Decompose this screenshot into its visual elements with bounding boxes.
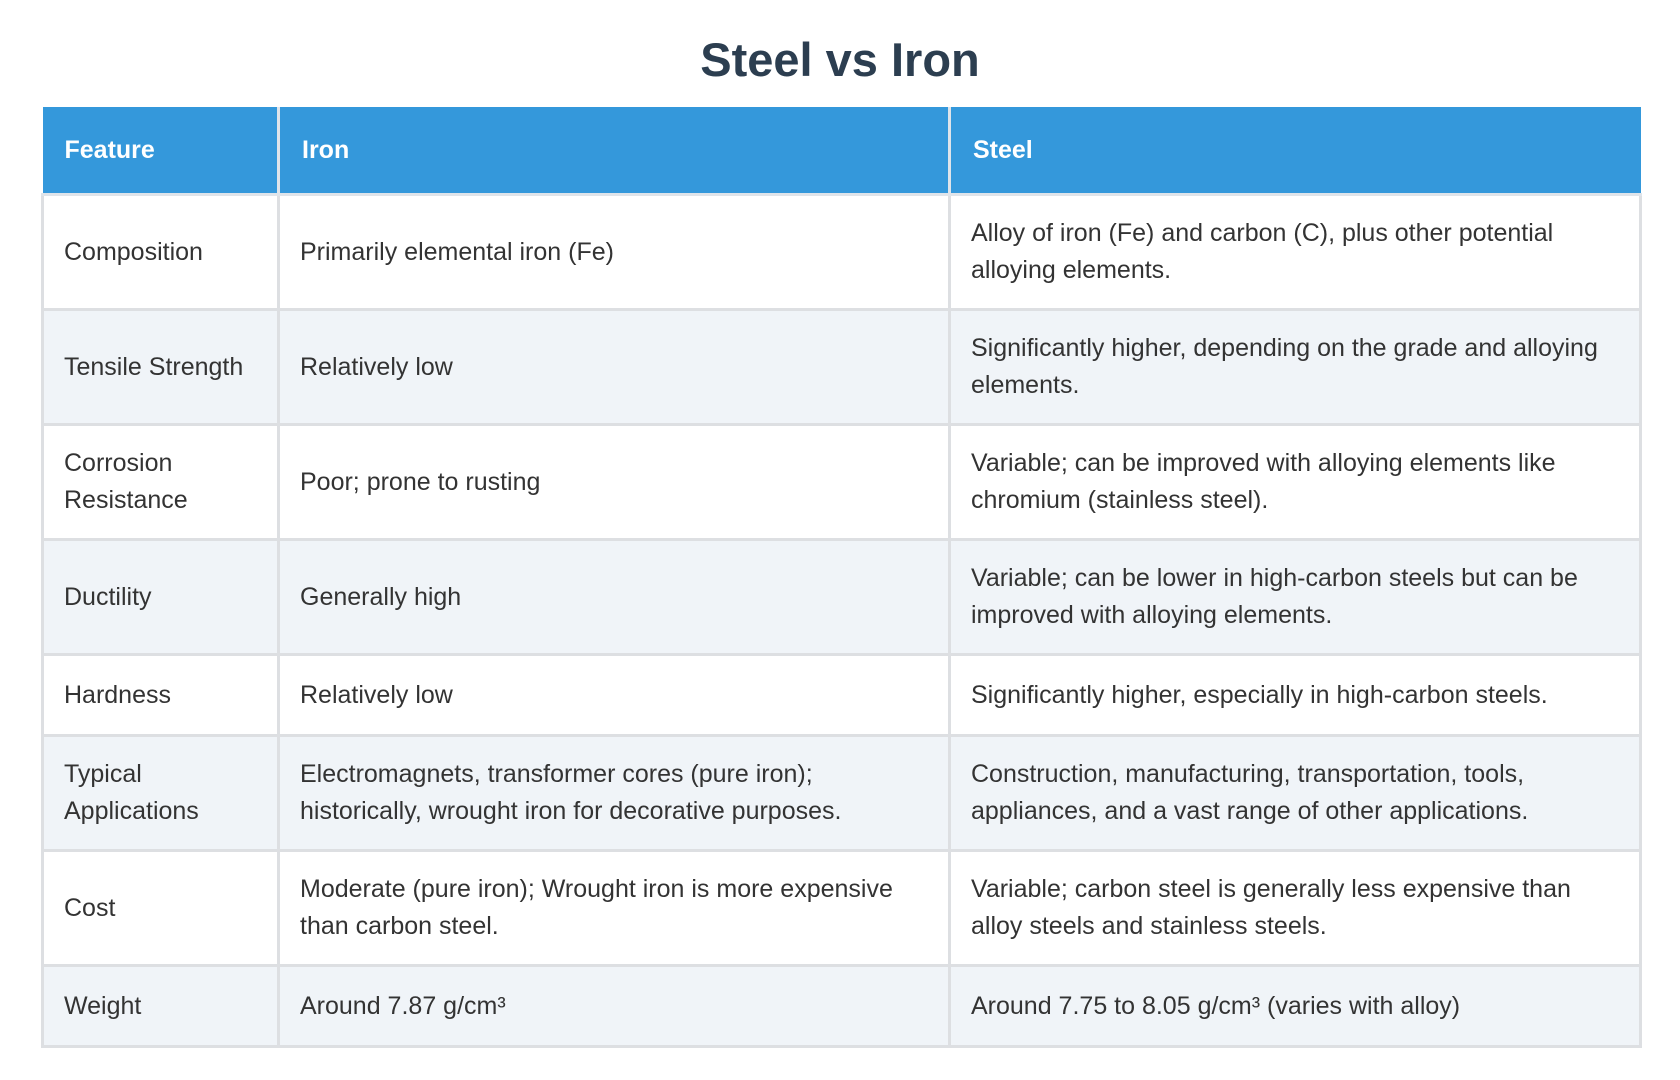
steel-cell: Construction, manufacturing, transportat… <box>948 734 1642 852</box>
steel-cell: Significantly higher, especially in high… <box>948 653 1642 737</box>
steel-cell: Variable; can be lower in high-carbon st… <box>948 538 1642 656</box>
table-row: Tensile Strength Relatively low Signific… <box>41 308 1642 426</box>
steel-cell: Variable; can be improved with alloying … <box>948 423 1642 541</box>
feature-cell: Composition <box>41 193 280 311</box>
comparison-table: Feature Iron Steel Composition Primarily… <box>41 107 1642 1048</box>
iron-cell: Generally high <box>277 538 951 656</box>
feature-cell: Tensile Strength <box>41 308 280 426</box>
feature-cell: Cost <box>41 849 280 967</box>
page-title: Steel vs Iron <box>700 33 980 86</box>
feature-cell: Ductility <box>41 538 280 656</box>
column-header-iron: Iron <box>277 107 951 196</box>
iron-cell: Electromagnets, transformer cores (pure … <box>277 734 951 852</box>
iron-cell: Relatively low <box>277 308 951 426</box>
column-header-feature: Feature <box>42 107 280 196</box>
steel-cell: Alloy of iron (Fe) and carbon (C), plus … <box>948 193 1642 311</box>
steel-cell: Variable; carbon steel is generally less… <box>948 849 1642 967</box>
iron-cell: Primarily elemental iron (Fe) <box>277 193 951 311</box>
table-header-row: Feature Iron Steel <box>42 107 1641 196</box>
table-row: Weight Around 7.87 g/cm³ Around 7.75 to … <box>41 964 1642 1048</box>
iron-cell: Around 7.87 g/cm³ <box>277 964 951 1048</box>
table-row: Cost Moderate (pure iron); Wrought iron … <box>41 849 1642 967</box>
table-row: Hardness Relatively low Significantly hi… <box>41 653 1642 737</box>
iron-cell: Relatively low <box>277 653 951 737</box>
feature-cell: Typical Applications <box>41 734 280 852</box>
table-row: Typical Applications Electromagnets, tra… <box>41 734 1642 852</box>
table-row: Ductility Generally high Variable; can b… <box>41 538 1642 656</box>
feature-cell: Hardness <box>41 653 280 737</box>
iron-cell: Poor; prone to rusting <box>277 423 951 541</box>
column-header-steel: Steel <box>948 107 1641 196</box>
steel-cell: Around 7.75 to 8.05 g/cm³ (varies with a… <box>948 964 1642 1048</box>
iron-cell: Moderate (pure iron); Wrought iron is mo… <box>277 849 951 967</box>
table-row: Composition Primarily elemental iron (Fe… <box>41 193 1642 311</box>
feature-cell: Corrosion Resistance <box>41 423 280 541</box>
steel-cell: Significantly higher, depending on the g… <box>948 308 1642 426</box>
feature-cell: Weight <box>41 964 280 1048</box>
table-row: Corrosion Resistance Poor; prone to rust… <box>41 423 1642 541</box>
